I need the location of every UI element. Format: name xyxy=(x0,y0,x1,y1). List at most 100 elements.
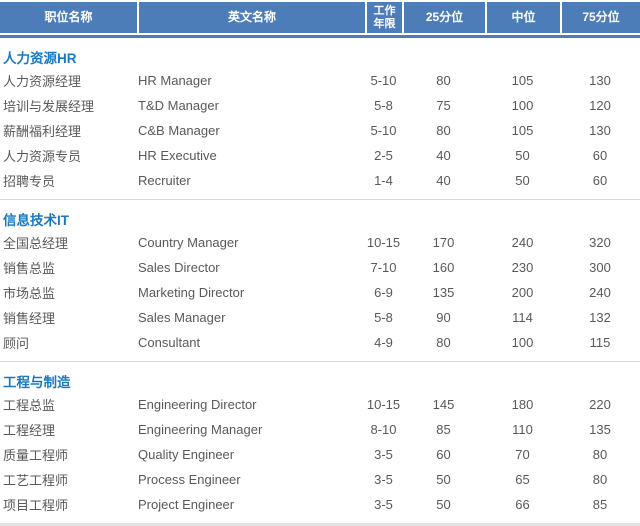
years-cell: 3-5 xyxy=(374,497,393,512)
p75-cell: 320 xyxy=(589,235,611,250)
p25-cell: 40 xyxy=(436,173,451,188)
p75-cell: 130 xyxy=(589,123,611,138)
years-cell: 7-10 xyxy=(370,260,397,275)
p75-cell: 80 xyxy=(592,472,608,487)
position-cell: 招聘专员 xyxy=(3,174,56,189)
years-cell: 5-8 xyxy=(374,310,393,325)
table-row: 薪酬福利经理 C&B Manager 5-10 80 105 130 xyxy=(0,118,640,143)
english-name-cell: Quality Engineer xyxy=(138,447,235,462)
header-work-years-line2: 年限 xyxy=(373,17,396,30)
table-body: 人力资源HR 人力资源经理 HR Manager 5-10 80 105 130 培训与发展经… xyxy=(0,49,640,526)
p75-cell: 220 xyxy=(589,397,611,412)
median-cell: 110 xyxy=(512,422,533,437)
header-median: 中位 xyxy=(485,2,560,33)
p75-cell: 60 xyxy=(592,173,608,188)
median-cell: 180 xyxy=(511,397,534,412)
position-cell: 质量工程师 xyxy=(3,448,69,463)
section-title: 信息技术IT xyxy=(3,213,69,228)
years-cell: 1-4 xyxy=(374,173,393,188)
years-cell: 8-10 xyxy=(370,422,397,437)
median-cell: 100 xyxy=(511,98,534,113)
position-cell: 人力资源专员 xyxy=(3,149,82,164)
position-cell: 薪酬福利经理 xyxy=(3,124,82,139)
english-name-cell: T&D Manager xyxy=(138,98,219,113)
section-title: 工程与制造 xyxy=(3,375,71,390)
position-cell: 工程经理 xyxy=(3,423,56,438)
p25-cell: 85 xyxy=(436,422,451,437)
p75-cell: 60 xyxy=(592,148,608,163)
english-name-cell: Consultant xyxy=(138,335,201,350)
p25-cell: 40 xyxy=(436,148,451,163)
p75-cell: 130 xyxy=(589,73,611,88)
p25-cell: 50 xyxy=(436,472,451,487)
median-cell: 50 xyxy=(515,148,530,163)
english-name-cell: Engineering Manager xyxy=(138,422,263,437)
years-cell: 3-5 xyxy=(374,447,393,462)
p75-cell: 80 xyxy=(592,447,608,462)
header-p75: 75分位 xyxy=(560,2,640,33)
median-cell: 200 xyxy=(511,285,534,300)
table-row: 工艺工程师 Process Engineer 3-5 50 65 80 xyxy=(0,467,640,492)
position-cell: 人力资源经理 xyxy=(3,74,82,89)
median-cell: 105 xyxy=(511,73,534,88)
english-name-cell: Sales Director xyxy=(138,260,220,275)
position-cell: 培训与发展经理 xyxy=(3,99,95,114)
section-separator xyxy=(0,199,640,200)
median-cell: 105 xyxy=(511,123,534,138)
p25-cell: 145 xyxy=(432,397,455,412)
p25-cell: 160 xyxy=(432,260,455,275)
header-position: 职位名称 xyxy=(44,9,93,24)
p75-cell: 240 xyxy=(589,285,611,300)
p25-cell: 75 xyxy=(436,98,451,113)
header-work-years: 工作 年限 xyxy=(365,2,402,33)
position-cell: 全国总经理 xyxy=(3,236,69,251)
years-cell: 3-5 xyxy=(374,472,393,487)
table-row: 顾问 Consultant 4-9 80 100 115 xyxy=(0,330,640,355)
table-header: 职位名称 英文名称 工作 年限 25分位 中位 75分位 xyxy=(0,2,640,33)
table-row: 招聘专员 Recruiter 1-4 40 50 60 xyxy=(0,168,640,193)
p25-cell: 60 xyxy=(436,447,451,462)
median-cell: 114 xyxy=(512,310,533,325)
position-cell: 市场总监 xyxy=(3,286,56,301)
years-cell: 5-10 xyxy=(370,73,397,88)
table-row: 全国总经理 Country Manager 10-15 170 240 320 xyxy=(0,230,640,255)
p75-cell: 120 xyxy=(589,98,611,113)
english-name-cell: C&B Manager xyxy=(138,123,220,138)
years-cell: 4-9 xyxy=(374,335,393,350)
p25-cell: 135 xyxy=(432,285,455,300)
p25-cell: 80 xyxy=(436,123,451,138)
table-row: 销售经理 Sales Manager 5-8 90 114 132 xyxy=(0,305,640,330)
median-cell: 230 xyxy=(511,260,534,275)
section-title: 人力资源HR xyxy=(3,51,77,66)
median-cell: 240 xyxy=(511,235,534,250)
median-cell: 50 xyxy=(515,173,530,188)
median-cell: 70 xyxy=(515,447,530,462)
years-cell: 5-8 xyxy=(374,98,393,113)
section-separator xyxy=(0,361,640,362)
years-cell: 10-15 xyxy=(366,235,401,250)
median-cell: 66 xyxy=(515,497,530,512)
table-row: 质量工程师 Quality Engineer 3-5 60 70 80 xyxy=(0,442,640,467)
position-cell: 顾问 xyxy=(3,336,30,351)
p25-cell: 50 xyxy=(436,497,451,512)
english-name-cell: Process Engineer xyxy=(138,472,241,487)
p25-cell: 170 xyxy=(432,235,455,250)
header-underline-bar xyxy=(0,35,640,38)
p75-cell: 300 xyxy=(589,260,611,275)
position-cell: 销售经理 xyxy=(3,311,56,326)
english-name-cell: Engineering Director xyxy=(138,397,257,412)
years-cell: 6-9 xyxy=(374,285,393,300)
p75-cell: 115 xyxy=(589,335,611,350)
position-cell: 项目工程师 xyxy=(3,498,69,513)
table-row: 工程总监 Engineering Director 10-15 145 180 220 xyxy=(0,392,640,417)
median-cell: 100 xyxy=(511,335,534,350)
table-row: 销售总监 Sales Director 7-10 160 230 300 xyxy=(0,255,640,280)
table-row: 培训与发展经理 T&D Manager 5-8 75 100 120 xyxy=(0,93,640,118)
p75-cell: 85 xyxy=(592,497,608,512)
position-cell: 工艺工程师 xyxy=(3,473,69,488)
english-name-cell: Marketing Director xyxy=(138,285,245,300)
p25-cell: 80 xyxy=(436,73,451,88)
table-row: 市场总监 Marketing Director 6-9 135 200 240 xyxy=(0,280,640,305)
p25-cell: 80 xyxy=(436,335,451,350)
